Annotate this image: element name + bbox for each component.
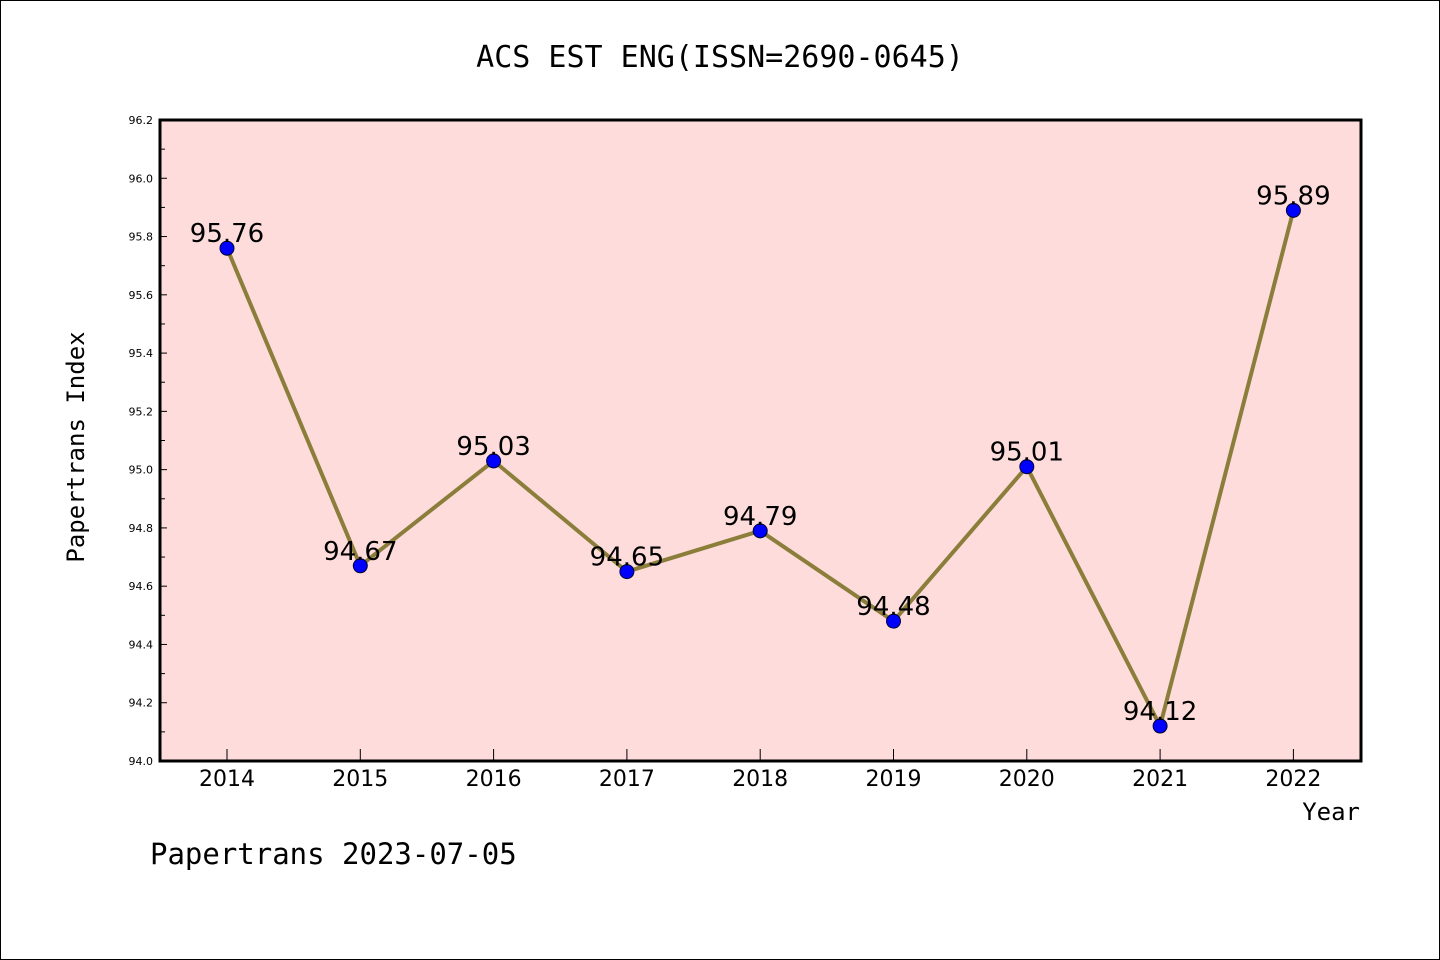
data-label: 95.03 — [456, 432, 530, 462]
x-tick-label: 2021 — [1132, 767, 1188, 792]
y-tick-label: 94.0 — [129, 755, 154, 768]
x-axis: 2014 2015 2016 2017 2018 2019 2020 2021 2022 — [199, 749, 1321, 792]
x-tick-label: 2020 — [999, 767, 1055, 792]
data-point — [619, 564, 635, 580]
y-tick-label: 96.2 — [129, 114, 154, 127]
data-point — [1285, 202, 1301, 218]
x-tick-label: 2016 — [466, 767, 522, 792]
y-tick-label: 95.8 — [129, 231, 154, 244]
data-point — [219, 240, 235, 256]
x-tick-label: 2015 — [332, 767, 388, 792]
y-axis-title: Papertrans Index — [62, 331, 90, 562]
data-label: 95.01 — [990, 438, 1064, 468]
y-tick-label: 95.6 — [129, 289, 154, 302]
plot-area — [158, 118, 1363, 763]
x-axis-title: Year — [1302, 798, 1360, 826]
data-label: 94.48 — [856, 592, 930, 622]
data-label: 95.89 — [1256, 181, 1330, 211]
y-axis: 94.0 94.2 94.4 94.6 94.8 95.0 95.2 95.4 95.6 95.8… — [129, 114, 167, 768]
data-label: 94.65 — [590, 543, 664, 573]
x-tick-label: 2019 — [866, 767, 922, 792]
data-point — [1019, 459, 1035, 475]
y-tick-label: 94.4 — [129, 638, 154, 651]
x-tick-label: 2022 — [1265, 767, 1321, 792]
data-label: 94.67 — [323, 537, 397, 567]
y-tick-label: 94.2 — [129, 697, 154, 710]
y-tick-label: 94.8 — [129, 522, 154, 535]
chart-title: ACS EST ENG(ISSN=2690-0645) — [476, 40, 964, 75]
data-point — [486, 453, 502, 469]
y-tick-label: 95.4 — [129, 347, 154, 360]
data-point — [1152, 718, 1168, 734]
y-tick-label: 94.6 — [129, 580, 154, 593]
data-point — [752, 523, 768, 539]
data-label: 94.12 — [1123, 697, 1197, 727]
data-points — [219, 202, 1301, 734]
footer-text: Papertrans 2023-07-05 — [150, 837, 517, 871]
data-labels: 95.76 94.67 95.03 94.65 94.79 94.48 95.01 94.12… — [190, 181, 1331, 727]
x-tick-label: 2017 — [599, 767, 655, 792]
y-tick-label: 96.0 — [129, 172, 154, 185]
data-point — [352, 558, 368, 574]
x-tick-label: 2018 — [732, 767, 788, 792]
x-tick-label: 2014 — [199, 767, 255, 792]
data-label: 95.76 — [190, 219, 264, 249]
y-tick-label: 95.2 — [129, 405, 154, 418]
y-tick-label: 95.0 — [129, 464, 154, 477]
data-point — [886, 613, 901, 629]
data-label: 94.79 — [723, 502, 797, 532]
